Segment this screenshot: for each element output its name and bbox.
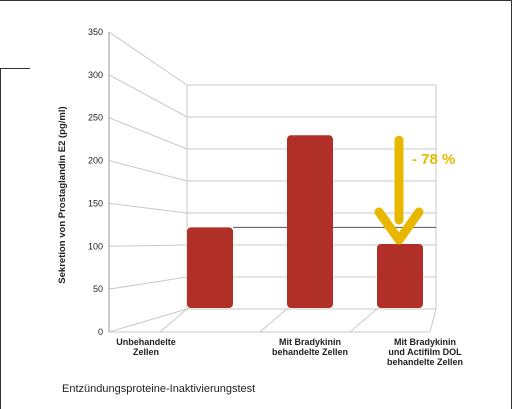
reduction-arrow-head	[374, 207, 424, 245]
floor-divider	[159, 307, 189, 333]
gridline-side	[108, 202, 188, 214]
frame-top-border	[0, 0, 511, 1]
category-label: Mit Bradykinin behandelte Zellen	[272, 337, 348, 357]
frame-left-border	[0, 68, 1, 409]
frame-tab-line	[0, 68, 30, 69]
y-tick-label: 0	[98, 327, 103, 337]
gridline-side	[108, 276, 188, 290]
y-tick-label: 200	[88, 156, 103, 166]
gridline-side	[108, 117, 188, 150]
floor-divider	[259, 307, 289, 333]
category-labels: Unbehandelte Zellen Mit Bradykinin behandel…	[116, 337, 463, 367]
y-tick-label: 250	[88, 113, 103, 123]
reduction-annotation: - 78 %	[412, 151, 455, 168]
bar-layer	[187, 135, 423, 308]
category-label: Unbehandelte Zellen	[116, 337, 176, 357]
y-tick-label: 300	[88, 70, 103, 80]
bar	[187, 227, 233, 308]
y-tick-label: 100	[88, 241, 103, 251]
gridline-side	[108, 244, 188, 247]
y-tick-label: 150	[88, 198, 103, 208]
y-axis-label: Sekretion von Prostaglandin E2 (pg/ml)	[57, 106, 68, 283]
gridline-side	[108, 160, 188, 182]
y-tick-label: 50	[93, 284, 103, 294]
bar	[377, 244, 423, 308]
category-label: Mit Bradykinin und Actifilm DOL behandelte…	[387, 337, 463, 367]
y-tick-label: 350	[88, 27, 103, 37]
gridline-side	[108, 308, 188, 333]
floor-divider	[349, 307, 379, 333]
gridline-side	[108, 31, 188, 86]
gridline-side	[108, 74, 188, 118]
floor-right-edge	[429, 308, 437, 333]
annotation-layer: - 78 %	[374, 135, 455, 245]
y-tick-labels: 0 50 100 150 200 250 300 350	[88, 27, 103, 337]
floor-layer	[109, 307, 437, 333]
bar	[287, 135, 333, 308]
footer-caption: Entzündungsproteine-Inaktivierungstest	[62, 383, 255, 395]
